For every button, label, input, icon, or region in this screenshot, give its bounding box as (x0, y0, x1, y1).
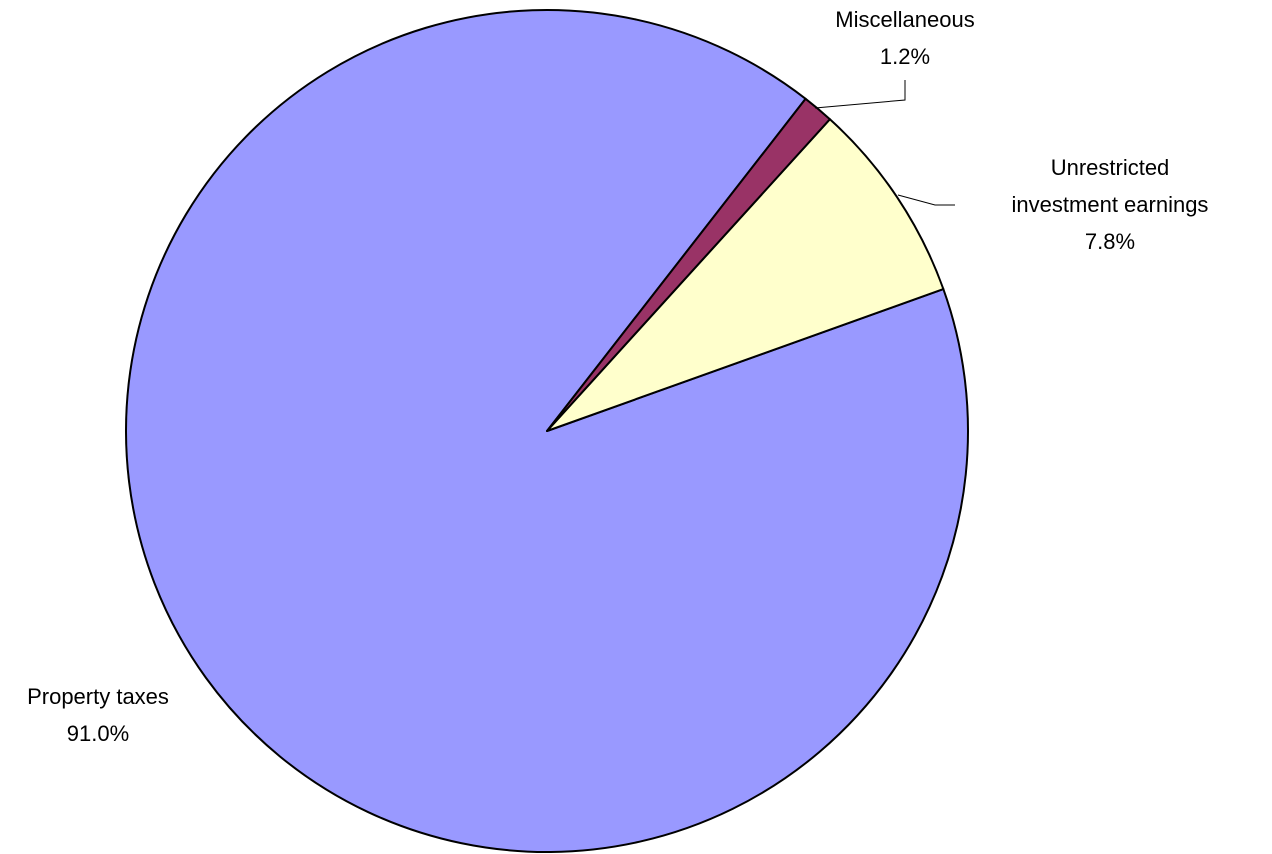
leader-line (814, 80, 906, 109)
slice-label: Unrestricted investment earnings 7.8% (1005, 149, 1215, 260)
value-label: 91.0% (66, 721, 130, 746)
slice-label: Miscellaneous 1.2% (820, 1, 990, 75)
category-name: Miscellaneous (835, 7, 975, 32)
category-name: Unrestricted investment earnings (1011, 155, 1209, 217)
pie-slice (546, 97, 831, 432)
slice-label: Property taxes 91.0% (0, 678, 198, 752)
value-label: 7.8% (1084, 229, 1136, 254)
value-label: 1.2% (879, 44, 931, 69)
pie-slice (546, 118, 945, 432)
leader-line (897, 194, 955, 206)
category-name: Property taxes (27, 684, 169, 709)
